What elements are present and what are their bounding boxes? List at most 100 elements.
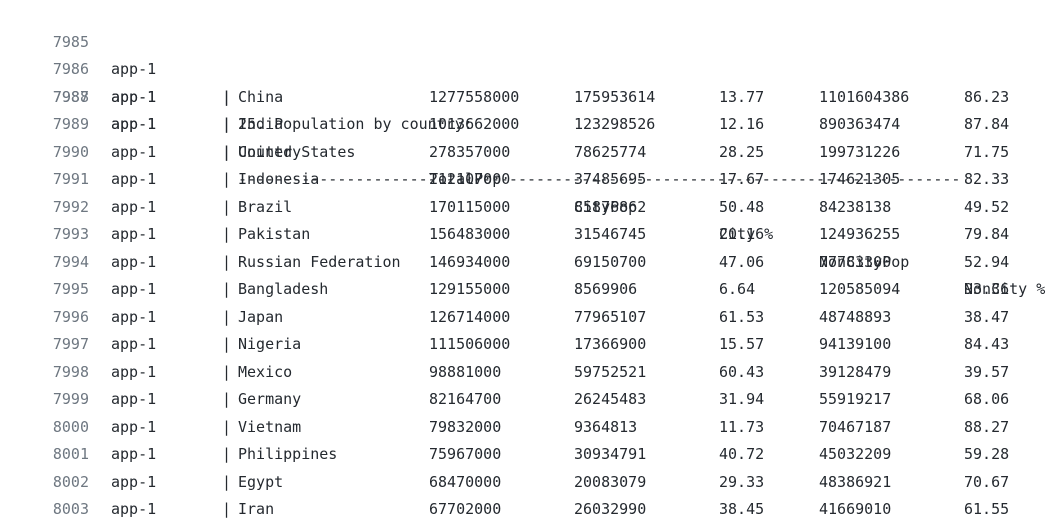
separator: | [222, 417, 232, 436]
cell-totalpop: 67702000 [429, 500, 502, 518]
cell-country: Indonesia [238, 170, 320, 188]
cell-city-pct: 40.72 [719, 445, 765, 463]
cell-totalpop: 156483000 [429, 225, 511, 243]
separator: | [222, 472, 232, 491]
log-source: app-1 [111, 115, 157, 133]
table-row: 7989 app-1 | India 1013662000 123298526 12.16 8… [0, 111, 1063, 139]
cell-noncitypop: 120585094 [819, 280, 901, 298]
column-header-noncity-pct: NonCity % [964, 280, 1046, 298]
log-source: app-1 [111, 362, 157, 381]
log-source: app-1 [111, 335, 157, 353]
cell-country: Philippines [238, 445, 338, 463]
cell-totalpop: 212107000 [429, 170, 511, 188]
table-row: 7990 app-1 | United States 278357000 78625774… [0, 139, 1063, 167]
table-row: 7988 app-1 | China 1277558000 175953614 13.77 1… [0, 84, 1063, 112]
separator: | [222, 335, 232, 353]
line-number: 7995 [52, 280, 89, 298]
log-source: app-1 [111, 280, 157, 298]
separator: | [222, 307, 232, 326]
separator: | [222, 142, 232, 161]
cell-noncitypop: 174621305 [819, 170, 901, 188]
column-header-city-pct: City % [719, 225, 774, 243]
log-line-columns: 7986 app-1 | Country TotalPop CityPop Ci… [0, 29, 1063, 298]
cell-city-pct: 29.33 [719, 472, 765, 491]
cell-citypop: 37485695 [574, 170, 647, 188]
cell-citypop: 59752521 [574, 362, 647, 381]
cell-noncitypop: 77783300 [819, 252, 892, 271]
cell-noncity-pct: 39.57 [964, 362, 1010, 381]
log-source: app-1 [111, 60, 157, 78]
column-header-totalpop: TotalPop [429, 170, 502, 188]
cell-noncity-pct: 59.28 [964, 445, 1010, 463]
line-number: 8000 [52, 417, 89, 436]
cell-totalpop: 146934000 [429, 252, 511, 271]
cell-noncitypop: 124936255 [819, 225, 901, 243]
cell-noncitypop: 45032209 [819, 445, 892, 463]
line-number: 7986 [52, 60, 89, 78]
cell-noncitypop: 890363474 [819, 115, 901, 133]
separator: | [222, 390, 232, 408]
cell-totalpop: 79832000 [429, 417, 502, 436]
line-number: 7989 [52, 115, 89, 133]
cell-noncity-pct: 68.06 [964, 390, 1010, 408]
separator: | [222, 115, 232, 133]
cell-country: Pakistan [238, 225, 311, 243]
cell-citypop: 26245483 [574, 390, 647, 408]
table-row: 7998 app-1 | Mexico 98881000 59752521 60.43 391… [0, 359, 1063, 387]
cell-noncitypop: 55919217 [819, 390, 892, 408]
cell-country: China [238, 87, 284, 106]
cell-totalpop: 1277558000 [429, 87, 520, 106]
separator: | [222, 170, 232, 188]
cell-country: Iran [238, 500, 275, 518]
cell-noncity-pct: 70.67 [964, 472, 1010, 491]
cell-noncitypop: 48386921 [819, 472, 892, 491]
column-header-country: Country [238, 142, 302, 161]
table-row: 8001 app-1 | Philippines 75967000 30934791 40.… [0, 441, 1063, 469]
line-number: 7988 [52, 87, 89, 106]
table-row: 7999 app-1 | Germany 82164700 26245483 31.94 55… [0, 386, 1063, 414]
line-number: 7987 [52, 87, 89, 106]
cell-country: Russian Federation [238, 252, 401, 271]
separator: | [222, 252, 232, 271]
cell-totalpop: 82164700 [429, 390, 502, 408]
log-source: app-1 [111, 390, 157, 408]
table-row: 7995 app-1 | Bangladesh 129155000 8569906 6.64… [0, 276, 1063, 304]
line-number: 8002 [52, 472, 89, 491]
cell-noncity-pct: 52.94 [964, 252, 1010, 271]
cell-country: Bangladesh [238, 280, 329, 298]
log-source: app-1 [111, 252, 157, 271]
cell-noncitypop: 84238138 [819, 197, 892, 216]
cell-citypop: 17366900 [574, 335, 647, 353]
cell-totalpop: 111506000 [429, 335, 511, 353]
cell-noncitypop: 94139100 [819, 335, 892, 353]
log-source: app-1 [111, 225, 157, 243]
cell-totalpop: 1013662000 [429, 115, 520, 133]
log-source: app-1 [111, 307, 157, 326]
cell-city-pct: 50.48 [719, 197, 765, 216]
log-line-divider: 7987 app-1 | ---------------------------… [0, 56, 1063, 189]
cell-city-pct: 31.94 [719, 390, 765, 408]
separator: | [222, 500, 232, 518]
cell-noncity-pct: 82.33 [964, 170, 1010, 188]
cell-totalpop: 68470000 [429, 472, 502, 491]
cell-noncitypop: 39128479 [819, 362, 892, 381]
cell-totalpop: 170115000 [429, 197, 511, 216]
cell-country: India [238, 115, 284, 133]
separator: | [222, 115, 232, 133]
log-source: app-1 [111, 472, 157, 491]
cell-noncity-pct: 88.27 [964, 417, 1010, 436]
cell-noncitypop: 48748893 [819, 307, 892, 326]
cell-citypop: 123298526 [574, 115, 656, 133]
section-title: 25. Population by country: [238, 115, 473, 133]
log-source: app-1 [111, 417, 157, 436]
line-number: 8001 [52, 445, 89, 463]
cell-city-pct: 15.57 [719, 335, 765, 353]
line-number: 7991 [52, 170, 89, 188]
cell-noncity-pct: 84.43 [964, 335, 1010, 353]
cell-city-pct: 12.16 [719, 115, 765, 133]
cell-country: Japan [238, 307, 284, 326]
cell-noncity-pct: 79.84 [964, 225, 1010, 243]
cell-noncitypop: 70467187 [819, 417, 892, 436]
log-line-header: 7985 app-1 | 25. Population by country: [0, 1, 1063, 134]
